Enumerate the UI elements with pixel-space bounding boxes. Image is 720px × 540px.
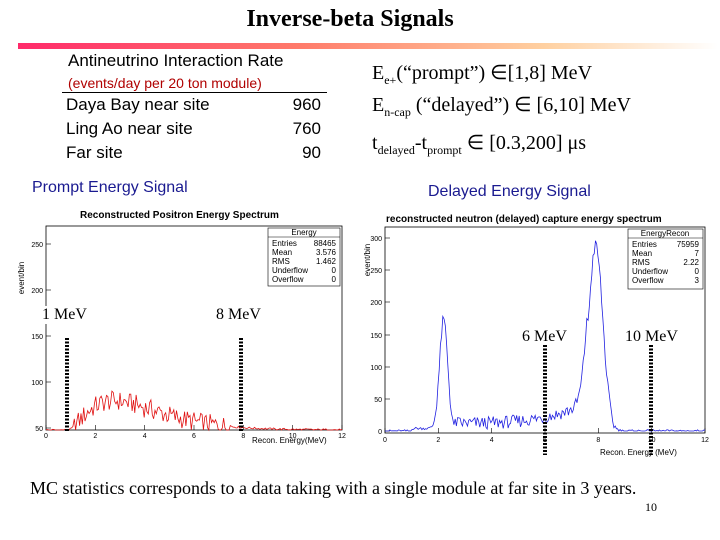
stats-key: Underflow [632,267,668,276]
prompt-plot-title: Reconstructed Positron Energy Spectrum [80,210,279,221]
delayed-xtick-label: 4 [490,437,494,444]
delayed-xtick-label: 8 [596,437,600,444]
prompt-ytick-label: 250 [31,242,43,249]
site-name: Ling Ao near site [66,119,193,138]
stats-key: Mean [632,249,652,258]
delayed-ytick-label: 100 [370,365,382,372]
delayed-ytick-label: 150 [370,333,382,340]
rate-table-units: (events/day per 20 ton module) [68,75,262,91]
equation-prompt-window: Ee+(“prompt”) ∈[1,8] MeV [372,62,593,87]
marker-label-1mev: 1 MeV [42,306,87,324]
prompt-ylabel: event/bin [17,262,26,294]
marker-label-8mev: 8 MeV [216,306,261,323]
title-underline [18,43,718,49]
stats-key: RMS [272,257,290,266]
prompt-xtick-label: 2 [93,433,97,440]
delayed-ytick-label: 300 [370,236,382,243]
delayed-ytick-label: 0 [378,429,382,436]
prompt-xtick-label: 10 [289,433,297,440]
site-rate: 960 [292,95,321,114]
stats-key: Underflow [272,266,308,275]
prompt-stats-box: Energy Entries 88465 Mean 3.576 RMS 1.462 Unde… [267,227,341,287]
delayed-ytick-label: 50 [374,397,382,404]
rate-table-title: Antineutrino Interaction Rate [68,51,284,70]
rate-row-daya-bay: Daya Bay near site 960 [66,95,321,115]
prompt-xtick-label: 0 [44,433,48,440]
stats-value: 2.22 [683,258,699,267]
prompt-ytick-label: 100 [31,380,43,387]
equation-time-window: tdelayed-tprompt ∈ [0.3,200] μs [372,132,587,157]
stats-key: Overflow [272,275,304,284]
prompt-xtick-label: 8 [241,433,245,440]
prompt-xlabel: Recon. Energy(MeV) [252,436,327,445]
prompt-ytick-label: 50 [35,426,43,433]
site-rate: 760 [292,119,321,138]
delayed-ytick-label: 200 [370,300,382,307]
delayed-plot-title: reconstructed neutron (delayed) capture … [386,214,662,225]
stats-value: 7 [695,249,700,258]
marker-label-10mev: 10 MeV [625,328,678,345]
footer-note: MC statistics corresponds to a data taki… [30,478,637,498]
stats-key: Entries [272,239,297,248]
marker-label-6mev: 6 MeV [522,328,567,345]
rate-row-far: Far site 90 [66,143,321,163]
stats-value: 0 [332,275,337,284]
delayed-ytick-label: 250 [370,268,382,275]
stats-value: 3 [695,276,700,285]
stats-value: 3.576 [316,248,337,257]
stats-key: Entries [632,240,657,249]
rate-row-ling-ao: Ling Ao near site 760 [66,119,321,139]
site-rate: 90 [302,143,321,162]
stats-value: 1.462 [316,257,337,266]
slide-title: Inverse-beta Signals [246,6,454,32]
stats-value: 75959 [677,240,700,249]
site-name: Daya Bay near site [66,95,210,114]
prompt-xtick-label: 6 [192,433,196,440]
stats-key: Mean [272,248,292,257]
delayed-xlabel: Recon. Energy (MeV) [600,448,677,457]
delayed-xtick-label: 2 [436,437,440,444]
prompt-xtick-label: 12 [338,433,346,440]
stats-name: EnergyRecon [641,229,689,238]
page-number: 10 [645,500,657,514]
prompt-ytick-label: 150 [31,334,43,341]
stats-key: Overflow [632,276,664,285]
delayed-section-label: Delayed Energy Signal [428,183,591,200]
prompt-section-label: Prompt Energy Signal [32,179,188,196]
delayed-spectrum-plot: reconstructed neutron (delayed) capture … [360,205,715,465]
prompt-ytick-label: 200 [31,288,43,295]
stats-key: RMS [632,258,650,267]
site-name: Far site [66,143,123,162]
rate-table-rule [62,92,327,93]
prompt-histogram [45,390,343,432]
delayed-xtick-label: 12 [701,437,709,444]
stats-value: 88465 [314,239,337,248]
equation-delayed-window: En-cap (“delayed”) ∈ [6,10] MeV [372,94,631,119]
delayed-stats-box: EnergyRecon Entries 75959 Mean 7 RMS 2.22 Unde… [627,228,704,290]
stats-value: 0 [695,267,700,276]
delayed-xtick-label: 0 [383,437,387,444]
stats-value: 0 [332,266,337,275]
delayed-ylabel: event/bin [363,244,372,276]
stats-name: Energy [291,228,316,237]
prompt-xtick-label: 4 [143,433,147,440]
